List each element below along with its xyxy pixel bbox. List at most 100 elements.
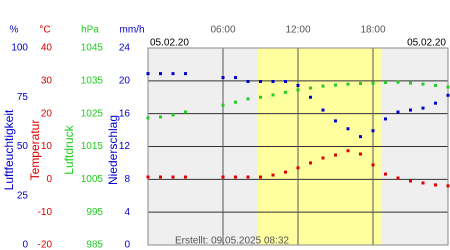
- y-tick-label: 0: [46, 174, 52, 185]
- axis-unit: %: [10, 25, 19, 36]
- data-point: [359, 135, 362, 139]
- y-tick-label: 1035: [81, 75, 104, 86]
- data-point: [384, 117, 387, 121]
- data-point: [434, 83, 437, 87]
- y-tick-label: 0: [22, 240, 28, 250]
- data-point: [259, 175, 262, 179]
- y-tick-label: -10: [38, 207, 53, 218]
- data-point: [371, 163, 375, 167]
- data-point: [246, 175, 250, 179]
- axis-title: Luftfeuchtigkeit: [2, 109, 16, 190]
- plot-frame: [147, 47, 449, 246]
- footer: Erstellt: 09.05.2025 08:32: [175, 236, 289, 247]
- data-point: [159, 175, 162, 179]
- plot: [147, 47, 449, 246]
- data-point: [146, 175, 150, 179]
- data-point: [171, 72, 175, 76]
- data-point: [384, 172, 387, 176]
- data-point: [409, 179, 412, 183]
- data-point: [346, 149, 350, 153]
- data-point: [296, 83, 300, 87]
- data-point: [346, 82, 350, 86]
- data-point: [221, 76, 225, 80]
- x-tick-label: 12:00: [285, 25, 310, 36]
- axis-unit: mm/h: [120, 25, 145, 36]
- y-tick-label: 20: [41, 108, 53, 119]
- data-point: [334, 119, 337, 123]
- axis-title: Luftdruck: [62, 124, 76, 174]
- data-point: [446, 85, 450, 89]
- data-point: [159, 115, 162, 119]
- data-point: [409, 108, 412, 112]
- y-tick-label: 40: [41, 43, 53, 54]
- data-point: [321, 108, 325, 112]
- data-point: [146, 116, 150, 120]
- data-point: [396, 110, 400, 114]
- data-point: [321, 84, 325, 88]
- data-point: [184, 72, 187, 76]
- y-tick-label: 25: [17, 190, 29, 201]
- data-point: [309, 161, 312, 165]
- y-tick-label: 0: [124, 240, 130, 250]
- y-tick-label: 1005: [81, 174, 104, 185]
- data-point: [309, 86, 312, 90]
- data-point: [284, 90, 287, 94]
- data-point: [384, 80, 387, 84]
- data-point: [259, 79, 262, 83]
- y-tick-label: -20: [38, 240, 53, 250]
- data-point: [184, 175, 187, 179]
- y-tick-label: 100: [11, 43, 28, 54]
- data-point: [359, 81, 362, 85]
- y-tick-label: 1045: [81, 43, 104, 54]
- data-point: [234, 76, 237, 80]
- data-point: [284, 79, 287, 83]
- data-point: [259, 95, 262, 99]
- data-point: [359, 152, 362, 156]
- data-point: [146, 72, 150, 76]
- data-point: [446, 184, 450, 188]
- y-tick-label: 12: [119, 141, 131, 152]
- data-point: [421, 181, 425, 185]
- axis-unit: hPa: [81, 25, 99, 36]
- data-point: [409, 81, 412, 85]
- data-point: [446, 93, 450, 97]
- data-point: [234, 100, 237, 104]
- data-point: [334, 153, 337, 157]
- y-tick-label: 10: [41, 141, 53, 152]
- y-tick-label: 20: [119, 75, 131, 86]
- data-point: [334, 83, 337, 87]
- data-point: [171, 113, 175, 117]
- data-point: [271, 79, 275, 83]
- data-point: [246, 79, 250, 83]
- y-tick-label: 16: [119, 108, 131, 119]
- data-point: [271, 93, 275, 97]
- y-tick-label: 995: [86, 207, 103, 218]
- y-tick-label: 24: [119, 43, 131, 54]
- data-point: [271, 173, 275, 177]
- data-point: [246, 97, 250, 101]
- data-point: [221, 175, 225, 179]
- data-point: [371, 81, 375, 85]
- date-right: 05.02.20: [407, 38, 446, 49]
- x-tick-label: 18:00: [360, 25, 385, 36]
- data-point: [421, 106, 425, 110]
- y-tick-label: 4: [124, 207, 130, 218]
- data-point: [371, 129, 375, 133]
- y-tick-label: 8: [124, 174, 130, 185]
- date-left: 05.02.20: [150, 38, 189, 49]
- data-point: [396, 80, 400, 84]
- y-tick-label: 1025: [81, 108, 104, 119]
- data-point: [321, 156, 325, 160]
- data-point: [346, 127, 350, 131]
- data-point: [184, 110, 187, 114]
- y-tick-label: 75: [17, 92, 29, 103]
- axis-title: Niederschlag: [106, 115, 120, 185]
- axis-unit: °C: [39, 25, 50, 36]
- data-point: [234, 175, 237, 179]
- data-point: [421, 82, 425, 86]
- y-tick-label: 30: [41, 75, 53, 86]
- data-point: [171, 175, 175, 179]
- data-point: [296, 88, 300, 92]
- x-tick-label: 06:00: [210, 25, 235, 36]
